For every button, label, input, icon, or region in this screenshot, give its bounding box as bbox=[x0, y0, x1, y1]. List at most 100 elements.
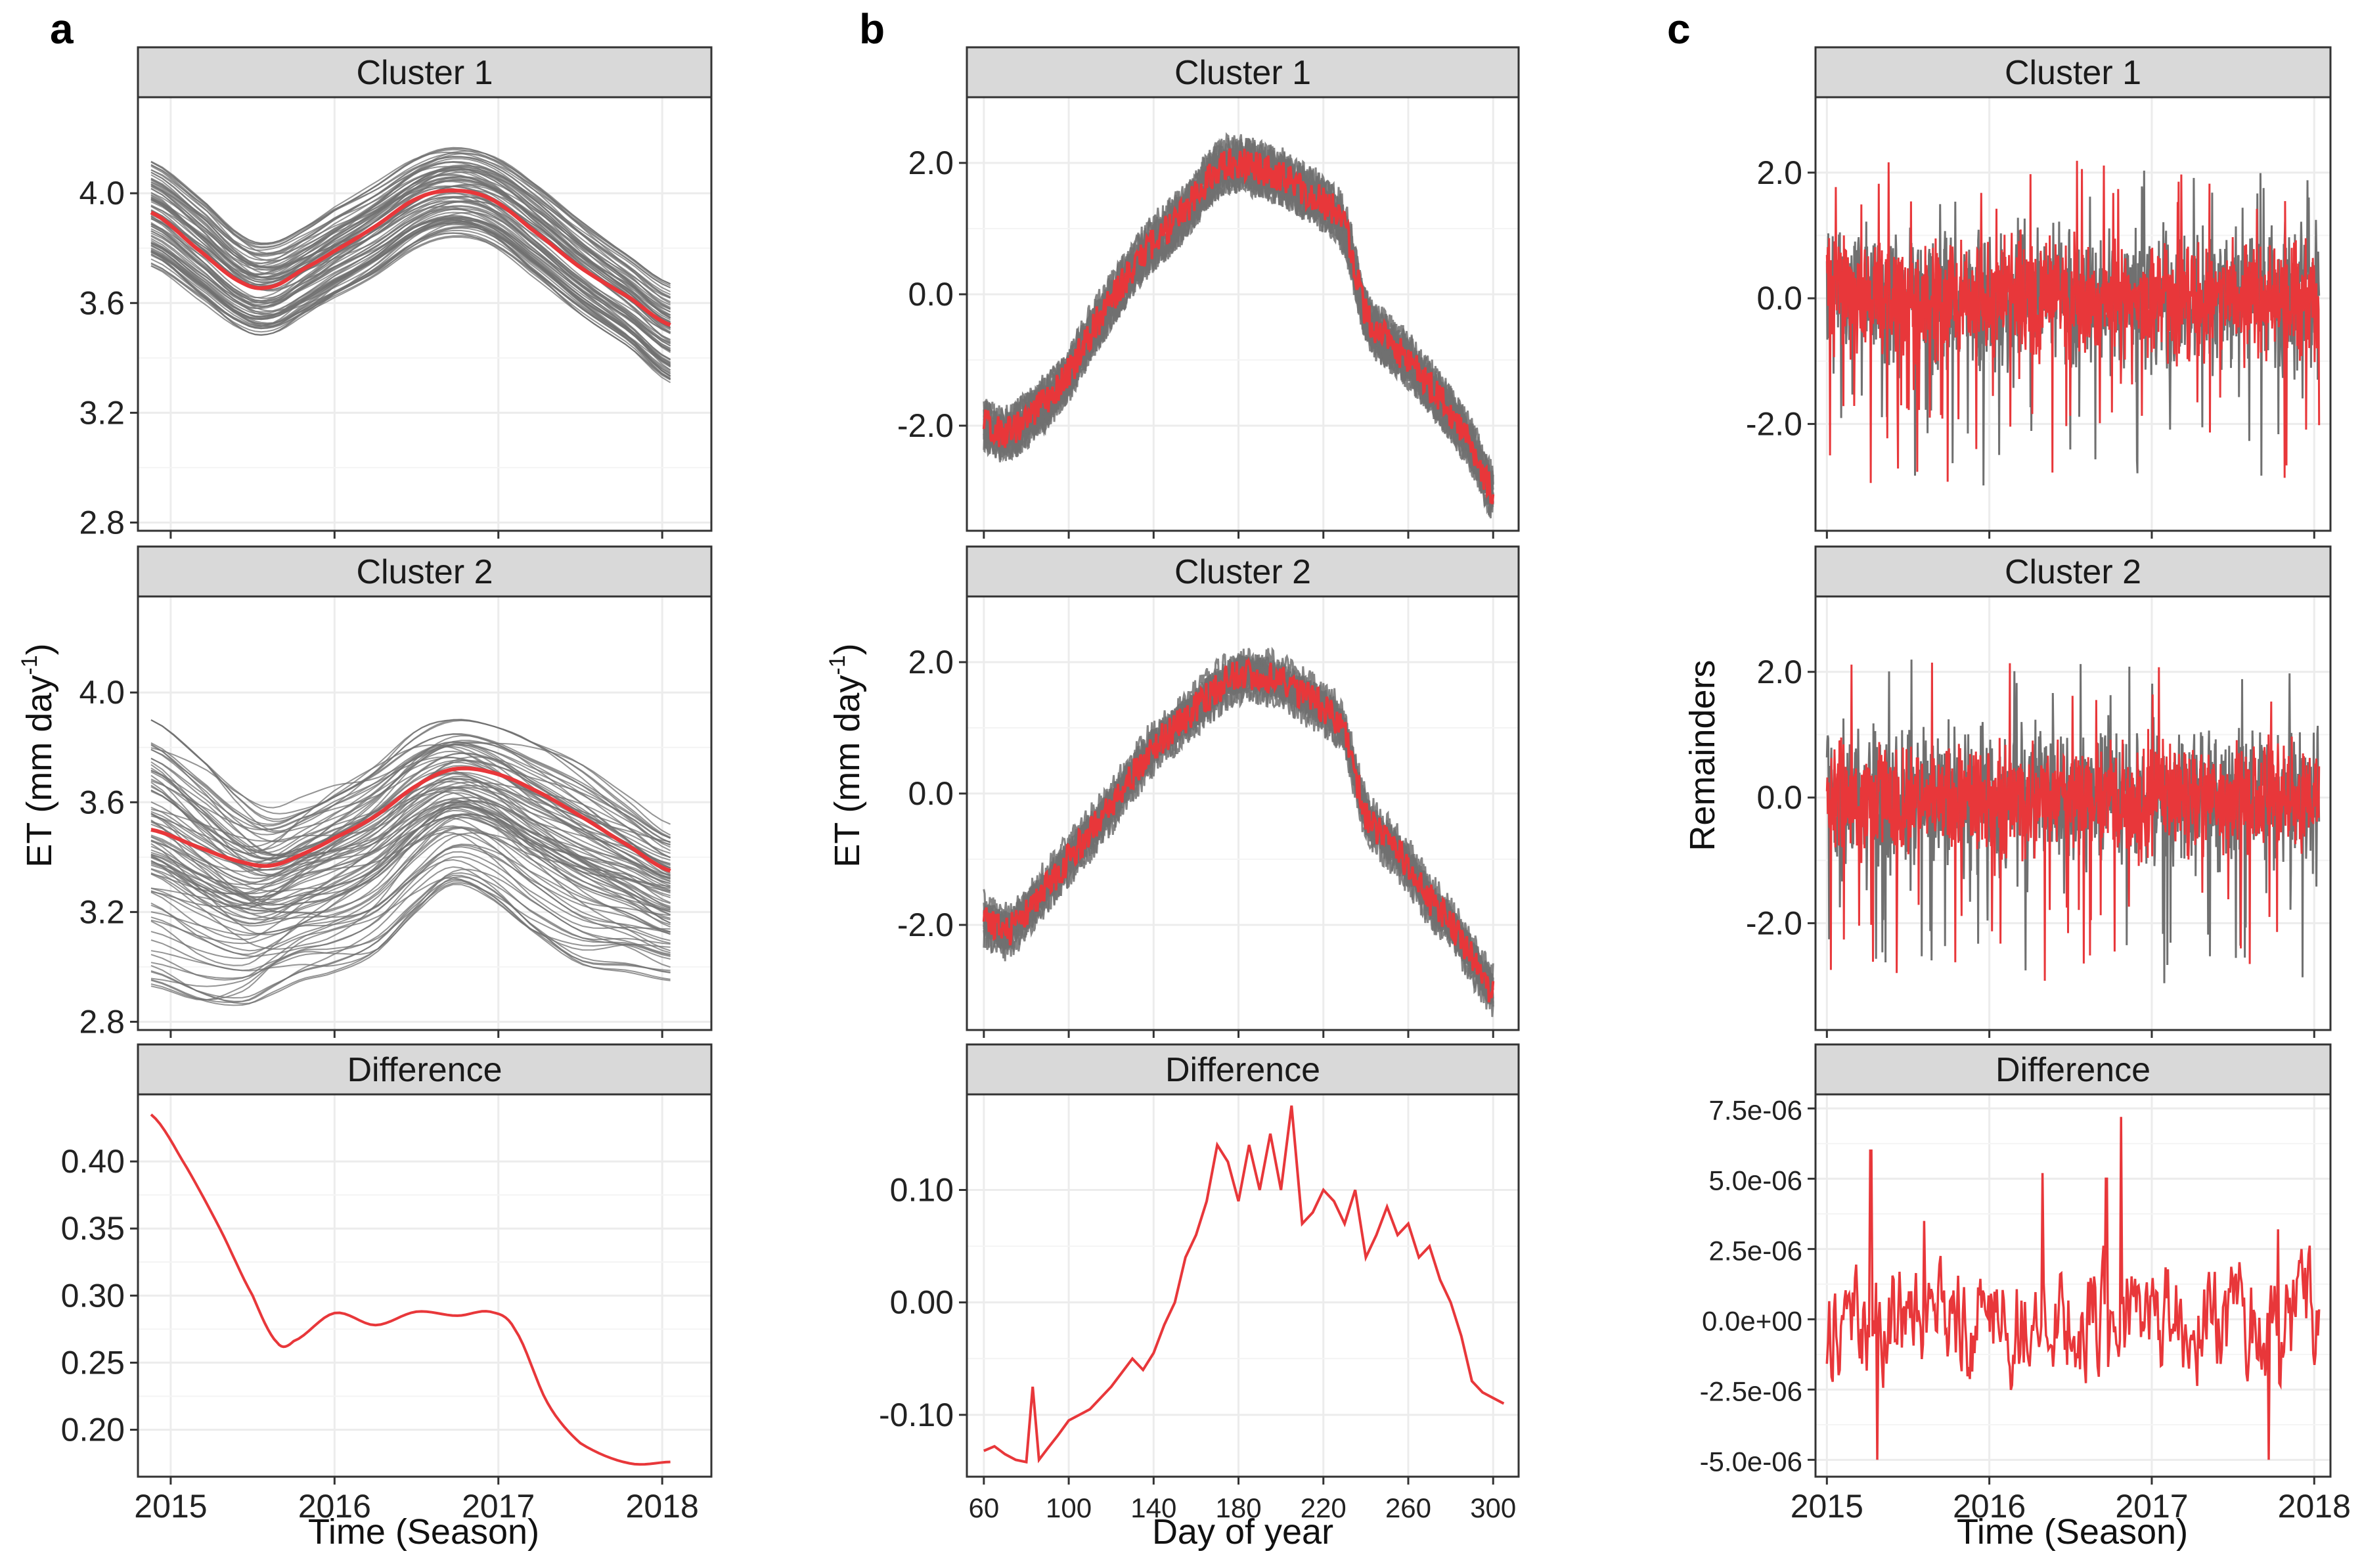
x-tick-label: 260 bbox=[1385, 1492, 1431, 1523]
member-line bbox=[150, 877, 671, 1000]
panel-frame bbox=[1814, 1093, 2332, 1478]
member-line bbox=[150, 882, 671, 987]
y-tick-label: 3.2 bbox=[79, 893, 125, 930]
member-line bbox=[150, 742, 671, 825]
y-axis-title-c: Remainders bbox=[1683, 660, 1722, 851]
member-lines bbox=[150, 146, 671, 384]
plot-area bbox=[150, 719, 671, 1006]
strip-b-cluster-2 bbox=[966, 545, 1520, 598]
member-line bbox=[150, 179, 671, 306]
strip-title: Cluster 1 bbox=[356, 54, 493, 92]
panel-frame bbox=[137, 96, 713, 532]
difference-line bbox=[1825, 1117, 2321, 1460]
panel-c-cluster-1: Cluster 1 -2.0 0.0 2.0 bbox=[1746, 46, 2332, 539]
panel-letter-c: c bbox=[1667, 5, 1691, 53]
x-tick-label: 220 bbox=[1301, 1492, 1347, 1523]
member-line bbox=[150, 215, 671, 371]
member-line bbox=[150, 832, 671, 966]
y-tick-label: 0.40 bbox=[61, 1143, 125, 1180]
x-tick-label: 2016 bbox=[1953, 1488, 2026, 1525]
panel-letter-a: a bbox=[50, 5, 74, 53]
y-tick-label: -0.10 bbox=[879, 1397, 954, 1433]
member-line bbox=[150, 206, 671, 367]
member-line bbox=[150, 173, 671, 324]
plot-area bbox=[982, 132, 1495, 519]
panel-frame bbox=[966, 595, 1520, 1031]
member-line bbox=[150, 164, 671, 319]
panels: Cluster 1 2.8 3.2 3.6 4.0 Cluster 2 2.8 3.2 3.6 4… bbox=[61, 46, 2351, 1525]
member-line bbox=[150, 786, 671, 905]
x-tick-label: 2016 bbox=[298, 1488, 371, 1525]
member-line bbox=[150, 832, 671, 924]
member-line bbox=[150, 800, 671, 904]
x-tick-label: 2015 bbox=[134, 1488, 207, 1525]
panel-frame bbox=[137, 1093, 713, 1478]
x-tick-label: 180 bbox=[1215, 1492, 1261, 1523]
x-tick-label: 60 bbox=[968, 1492, 999, 1523]
x-axis-title-c: Time (Season) bbox=[1957, 1512, 2188, 1552]
strip-b-cluster-1 bbox=[966, 46, 1520, 99]
mean-line bbox=[982, 657, 1495, 1002]
member-line bbox=[150, 165, 671, 319]
y-tick-label: 0.0 bbox=[1756, 779, 1802, 816]
member-line bbox=[150, 872, 671, 979]
plot-area bbox=[1825, 1117, 2321, 1460]
strip-title: Difference bbox=[1995, 1051, 2150, 1089]
panel-a-cluster-1: Cluster 1 2.8 3.2 3.6 4.0 bbox=[79, 46, 713, 541]
panel-a-cluster-2: Cluster 2 2.8 3.2 3.6 4.0 bbox=[79, 545, 713, 1040]
y-tick-label: 0.25 bbox=[61, 1344, 125, 1381]
y-axis-title-a: ET (mm day-1) bbox=[17, 643, 59, 867]
member-line bbox=[150, 813, 671, 909]
panel-letter-b: b bbox=[859, 5, 885, 53]
y-tick-label: 3.2 bbox=[79, 394, 125, 431]
member-line bbox=[150, 825, 671, 955]
member-line bbox=[150, 781, 671, 859]
x-tick-label: 2015 bbox=[1791, 1488, 1863, 1525]
strip-title: Cluster 2 bbox=[356, 553, 493, 591]
y-tick-label: 4.0 bbox=[79, 175, 125, 212]
member-line bbox=[150, 771, 671, 887]
member-line bbox=[150, 752, 671, 868]
mean-line bbox=[150, 188, 671, 327]
y-tick-label: 0.10 bbox=[890, 1172, 954, 1209]
member-line bbox=[150, 778, 671, 884]
strip-title: Difference bbox=[347, 1051, 502, 1089]
member-line bbox=[150, 833, 671, 952]
member-line bbox=[150, 809, 671, 920]
y-tick-label: 2.0 bbox=[908, 145, 954, 181]
plot-area bbox=[150, 1113, 671, 1466]
member-line bbox=[150, 733, 671, 839]
member-line bbox=[150, 874, 671, 999]
member-line bbox=[150, 220, 671, 371]
strip-title: Difference bbox=[1165, 1051, 1320, 1089]
member-line bbox=[150, 752, 671, 869]
panel-frame bbox=[137, 595, 713, 1031]
member-line bbox=[150, 166, 671, 292]
member-line bbox=[150, 876, 671, 1004]
strip-a-cluster-1 bbox=[137, 46, 713, 99]
member-line bbox=[150, 161, 671, 303]
strip-a-difference bbox=[137, 1043, 713, 1096]
member-line bbox=[150, 801, 671, 885]
panel-frame bbox=[966, 1093, 1520, 1478]
panel-frame bbox=[1814, 595, 2332, 1031]
member-line bbox=[150, 201, 671, 346]
panel-frame bbox=[966, 96, 1520, 532]
y-tick-label: 2.8 bbox=[79, 504, 125, 541]
y-tick-label: -2.5e-06 bbox=[1700, 1376, 1802, 1406]
member-line bbox=[150, 843, 671, 936]
y-tick-label: -2.0 bbox=[897, 407, 954, 444]
member-line bbox=[150, 761, 671, 871]
y-tick-label: 2.8 bbox=[79, 1003, 125, 1040]
y-tick-label: -5.0e-06 bbox=[1700, 1446, 1802, 1477]
grid bbox=[967, 596, 1519, 1030]
member-line bbox=[150, 807, 671, 895]
strip-title: Cluster 1 bbox=[1174, 54, 1311, 92]
y-tick-label: 2.0 bbox=[1756, 654, 1802, 690]
member-lines bbox=[150, 719, 671, 1006]
y-tick-label: 0.20 bbox=[61, 1412, 125, 1448]
y-tick-label: 2.5e-06 bbox=[1709, 1235, 1802, 1266]
y-tick-label: 4.0 bbox=[79, 674, 125, 711]
y-tick-label: 0.0e+00 bbox=[1702, 1305, 1802, 1336]
